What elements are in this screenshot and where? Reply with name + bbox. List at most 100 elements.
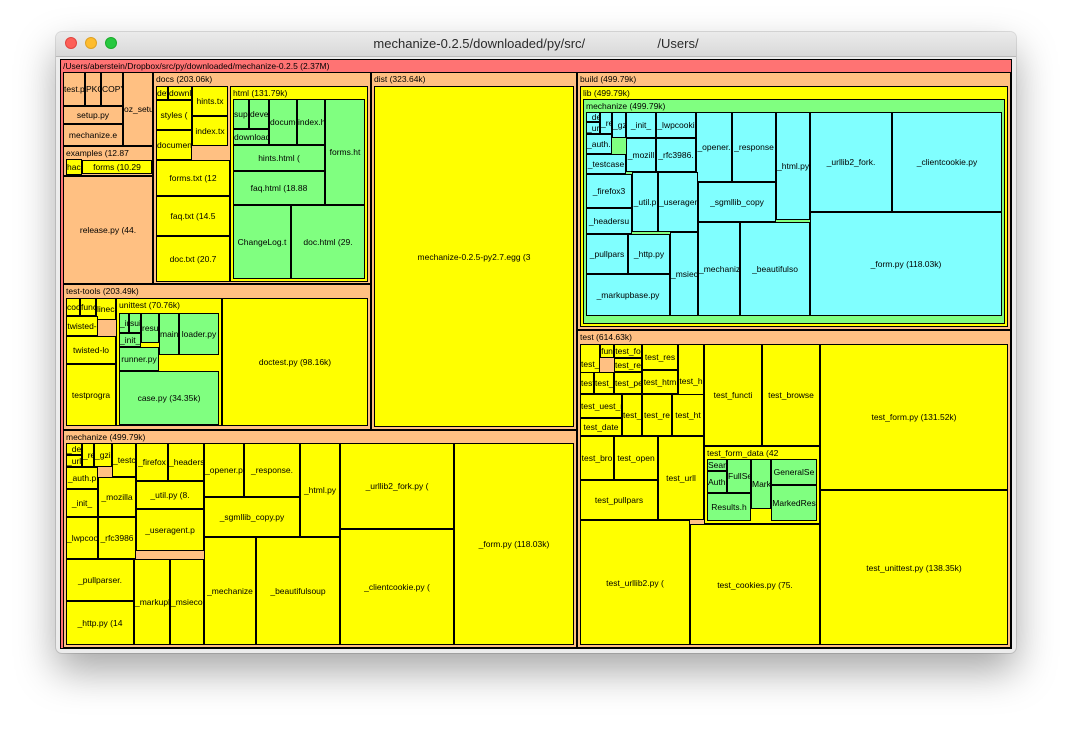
file-hacks[interactable]: hacks	[66, 159, 82, 175]
file-b-mechanize[interactable]: _mechaniz	[698, 222, 740, 316]
dir-mechanize[interactable]: mechanize (499.79k) _debu _urllib _req _…	[63, 430, 577, 648]
file-html-py[interactable]: _html.py	[300, 443, 340, 537]
file-generalsearch[interactable]: GeneralSe	[771, 459, 817, 485]
file-styles[interactable]: styles (	[156, 100, 192, 130]
file-test-open[interactable]: test_open	[614, 436, 658, 480]
file-b-pullparser[interactable]: _pullpars	[586, 234, 628, 274]
file-b-util[interactable]: _util.p	[632, 172, 658, 232]
file-b-firefox3[interactable]: _firefox3	[586, 174, 632, 208]
file-b-init[interactable]: _init_	[626, 112, 656, 138]
file-test-p[interactable]: test_p	[622, 394, 642, 436]
file-hints-html[interactable]: hints.html (	[233, 145, 325, 171]
file-test-date[interactable]: test_date	[580, 418, 622, 436]
file-test-urllib[interactable]: test_urll	[658, 436, 704, 520]
file-case-py[interactable]: case.py (34.35k)	[119, 371, 219, 425]
file-pkg-info[interactable]: PKG-I	[85, 72, 101, 106]
file-markedresults[interactable]: MarkedRes	[771, 485, 817, 521]
file-b-urllib[interactable]: _urll	[586, 122, 600, 134]
file-testprogram[interactable]: testprogra	[66, 364, 116, 426]
file-form-py[interactable]: _form.py (118.03k)	[454, 443, 574, 645]
file-test-re-b[interactable]: test_re	[642, 394, 672, 436]
file-test-res[interactable]: test_res	[642, 344, 678, 370]
zoom-button[interactable]	[105, 37, 117, 49]
file-b-markupbase[interactable]: _markupbase.py	[586, 274, 670, 316]
file-b-response[interactable]: _response	[732, 112, 776, 182]
file-test-pe[interactable]: test_pe	[614, 372, 642, 394]
dir-html[interactable]: html (131.79k) suppo develo documen down…	[230, 86, 368, 282]
file-b-form[interactable]: _form.py (118.03k)	[810, 212, 1002, 316]
close-button[interactable]	[65, 37, 77, 49]
file-test-functional[interactable]: test_functi	[704, 344, 762, 446]
file-test-uest-r[interactable]: test_uest_r	[580, 394, 622, 418]
file-http-py[interactable]: _http.py (14	[66, 601, 134, 645]
file-sgmllib-copy[interactable]: _sgmllib_copy.py	[204, 497, 300, 537]
file-auth-html[interactable]: Auth.h	[707, 471, 727, 493]
file-search[interactable]: Search	[707, 459, 727, 471]
dir-test-tools[interactable]: test-tools (203.49k) cookie functio line…	[63, 284, 371, 430]
file-init[interactable]: _init_	[66, 489, 98, 517]
file-setup-py[interactable]: setup.py	[63, 106, 123, 124]
file-b-http[interactable]: _http.py	[628, 234, 670, 274]
file-test-c[interactable]: test_c	[594, 372, 614, 394]
file-doc-txt[interactable]: doc.txt (20.7	[156, 236, 230, 282]
dir-docs[interactable]: docs (203.06k) dev downl hints.tx styles…	[153, 72, 371, 284]
file-documentation-html[interactable]: documen	[269, 99, 297, 145]
file-testcase[interactable]: _testca	[112, 443, 136, 477]
file-runner-py[interactable]: runner.py	[119, 347, 159, 371]
file-b-opener[interactable]: _opener.	[696, 112, 732, 182]
file-test-unittest[interactable]: test_unittest.py (138.35k)	[820, 490, 1008, 645]
file-changelog[interactable]: ChangeLog.t	[233, 205, 291, 279]
file-faq-html[interactable]: faq.html (18.88	[233, 171, 325, 205]
file-lwpcookiejar[interactable]: _lwpcook	[66, 517, 98, 559]
file-release-py[interactable]: release.py (44.	[63, 176, 153, 284]
dir-test-form-data[interactable]: test_form_data (42 Search FullSea Auth.h…	[704, 446, 820, 524]
dir-test[interactable]: test (614.63k) test_a fun test_fo test_r…	[577, 330, 1011, 648]
file-mechanize-egg-info[interactable]: mechanize.e	[63, 124, 123, 146]
file-development[interactable]: develo	[249, 99, 269, 129]
file-b-lwpcookiejar[interactable]: _lwpcooki	[656, 112, 696, 138]
file-firefox[interactable]: _firefox	[136, 443, 168, 481]
file-oz-setup[interactable]: oz_setu	[123, 72, 153, 146]
file-index-html[interactable]: index.h	[297, 99, 325, 145]
file-msiecookiejar[interactable]: _msiecoo	[170, 559, 204, 645]
file-test-cookies[interactable]: test_cookies.py (75.	[690, 524, 820, 645]
file-result[interactable]: result	[141, 313, 159, 343]
file-b-testcase[interactable]: _testcase	[586, 154, 626, 174]
file-test-fo[interactable]: test_fo	[614, 344, 642, 358]
file-b-urllib2-fork[interactable]: _urllib2_fork.	[810, 112, 892, 212]
file-main-py[interactable]: main.py	[159, 313, 179, 355]
file-suite[interactable]: suite.	[129, 313, 141, 333]
file-useragent[interactable]: _useragent.p	[136, 509, 204, 551]
file-b-auth[interactable]: _auth.p	[586, 134, 612, 154]
file-b-sgmllib-copy[interactable]: _sgmllib_copy	[698, 182, 776, 222]
file-b-headersutil[interactable]: _headersu	[586, 208, 632, 234]
file-b-html[interactable]: _html.py	[776, 112, 810, 220]
file-test-urllib2[interactable]: test_urllib2.py (	[580, 520, 690, 645]
file-auth[interactable]: _auth.p	[66, 467, 98, 489]
file-b-clientcookie[interactable]: _clientcookie.py	[892, 112, 1002, 212]
file-index-txt[interactable]: index.tx	[192, 116, 228, 146]
file-download-html[interactable]: download	[233, 129, 269, 145]
file-urllib[interactable]: _urllib	[66, 455, 82, 467]
file-support[interactable]: suppo	[233, 99, 249, 129]
file-twisted-local[interactable]: twisted-lo	[66, 336, 116, 364]
file-forms[interactable]: forms (10.29	[82, 160, 152, 174]
file-faq-txt[interactable]: faq.txt (14.5	[156, 196, 230, 236]
file-test-browser[interactable]: test_browse	[762, 344, 820, 446]
file-linecache[interactable]: lineca	[96, 298, 116, 320]
treemap-root[interactable]: /Users/aberstein/Dropbox/src/py/download…	[60, 59, 1012, 649]
file-gzip[interactable]: _gzip	[94, 443, 112, 467]
file-loader-py[interactable]: loader.py	[179, 313, 219, 355]
file-forms-txt[interactable]: forms.txt (12	[156, 160, 230, 196]
file-test-re-a[interactable]: test_re	[614, 358, 642, 372]
file-response[interactable]: _response.	[244, 443, 300, 497]
file-mechanize-py[interactable]: _mechanize	[204, 537, 256, 645]
file-twisted-a[interactable]: twisted-	[66, 316, 98, 336]
file-results-html[interactable]: Results.h	[707, 493, 751, 521]
file-fullsearch[interactable]: FullSea	[727, 459, 751, 493]
file-pullparser[interactable]: _pullparser.	[66, 559, 134, 601]
file-markupbase[interactable]: _markupb	[134, 559, 170, 645]
file-debug[interactable]: _debu	[66, 443, 82, 455]
file-b-mozilla[interactable]: _mozill	[626, 138, 656, 172]
file-cookie[interactable]: cookie	[66, 298, 80, 316]
